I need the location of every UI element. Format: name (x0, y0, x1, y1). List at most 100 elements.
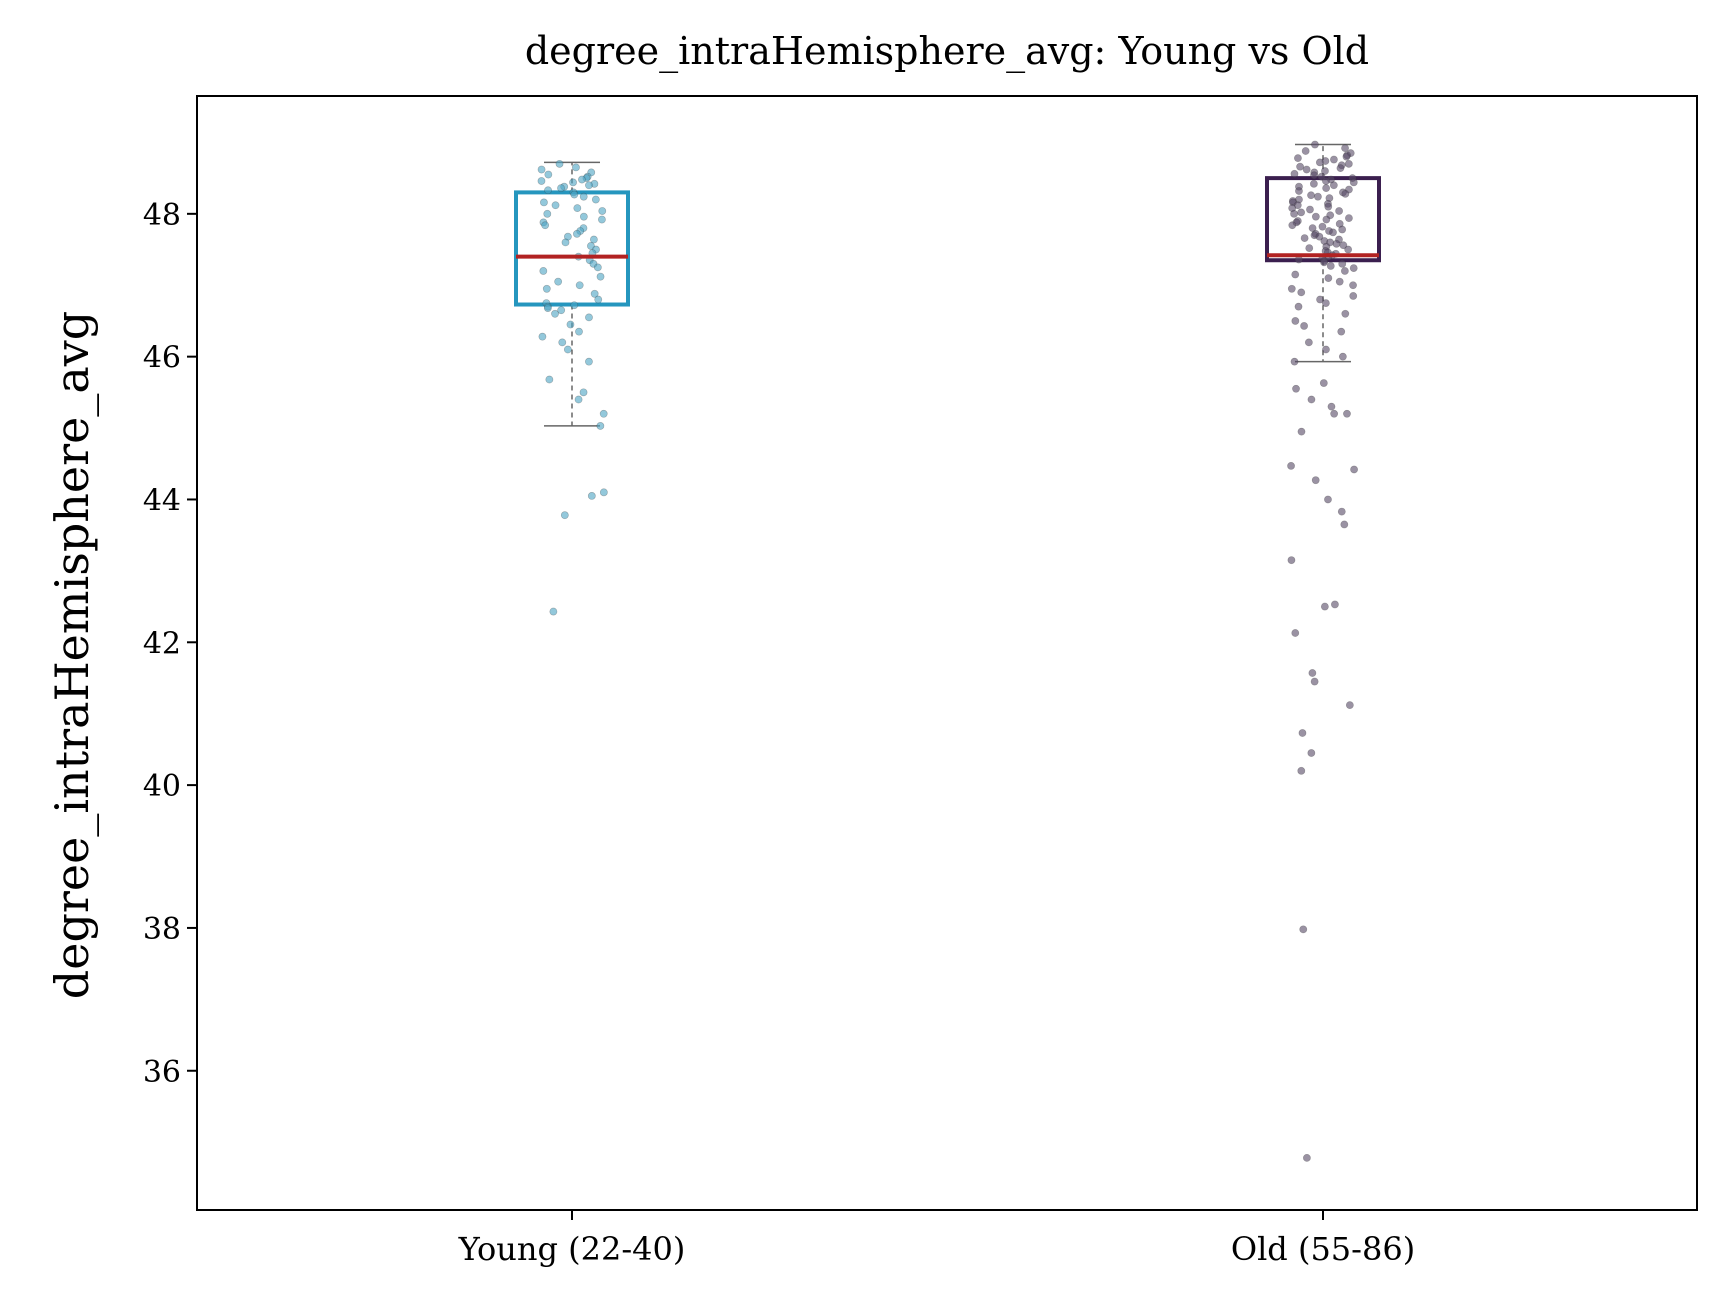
data-point (1327, 402, 1336, 411)
chart-title: degree_intraHemisphere_avg: Young vs Old (525, 29, 1369, 74)
data-point (1298, 729, 1307, 737)
data-point (541, 221, 550, 230)
data-point (549, 607, 558, 616)
plot-area (514, 140, 1381, 1162)
data-point (587, 491, 596, 500)
data-point (1291, 317, 1300, 325)
data-point (1297, 288, 1306, 297)
data-point (1294, 154, 1302, 163)
data-point (1288, 221, 1297, 230)
data-point (1331, 600, 1339, 609)
data-point (1345, 701, 1354, 710)
data-point (537, 165, 546, 174)
data-point (1307, 749, 1316, 757)
data-point (1307, 191, 1315, 200)
data-point (1287, 556, 1296, 565)
data-point (593, 263, 602, 272)
data-point (573, 229, 581, 238)
data-point (579, 388, 588, 397)
data-point (1300, 234, 1309, 243)
y-tick-label: 46 (143, 341, 181, 376)
y-tick-label: 44 (143, 483, 181, 518)
data-point (1330, 155, 1338, 164)
data-point (1322, 184, 1331, 193)
data-point (1319, 379, 1328, 387)
data-point (1344, 245, 1353, 254)
data-point (1291, 270, 1300, 279)
data-point (554, 277, 563, 286)
data-point (1350, 465, 1358, 474)
data-point (1338, 352, 1347, 361)
data-point (1341, 309, 1350, 318)
data-point (537, 177, 546, 185)
data-point (599, 409, 608, 418)
data-point (1332, 239, 1341, 248)
data-point (591, 195, 600, 204)
data-point (1340, 520, 1349, 529)
data-point (540, 198, 548, 207)
plot-frame (196, 95, 1698, 1211)
data-point (1308, 224, 1317, 233)
data-point (1340, 267, 1349, 275)
data-point (1322, 215, 1331, 224)
data-point (1315, 232, 1324, 241)
data-point (1297, 766, 1306, 775)
data-point (538, 332, 547, 341)
data-point (1304, 338, 1313, 347)
y-axis: 36 38 40 42 44 46 48 (143, 198, 197, 1090)
data-point (1290, 357, 1299, 366)
data-point (599, 488, 608, 497)
data-point (1337, 507, 1346, 516)
data-point (1310, 171, 1318, 180)
data-point (1335, 207, 1344, 215)
x-tick-label: Young (22-40) (458, 1230, 686, 1268)
data-point (570, 301, 579, 310)
data-point (1294, 302, 1303, 311)
data-point (1311, 212, 1320, 221)
data-point (1292, 384, 1300, 393)
data-point (1295, 187, 1303, 195)
data-point (1311, 140, 1319, 149)
data-point (1296, 162, 1304, 171)
data-point (1290, 209, 1298, 218)
data-point (566, 320, 575, 329)
data-point (1301, 147, 1310, 155)
data-point (569, 178, 577, 187)
data-point (1311, 476, 1320, 485)
data-point (1290, 169, 1299, 178)
data-point (1321, 299, 1330, 307)
data-point (561, 238, 570, 247)
y-tick-label: 42 (143, 626, 181, 661)
box-group (1265, 140, 1381, 1162)
data-point (585, 181, 593, 190)
data-point (596, 422, 605, 430)
data-point (573, 204, 582, 213)
data-point (1315, 158, 1324, 167)
y-tick-label: 40 (143, 769, 181, 804)
data-point (557, 184, 565, 193)
data-point (1341, 189, 1350, 198)
data-point (544, 186, 552, 195)
data-point (544, 170, 553, 179)
data-point (572, 163, 580, 172)
data-point (1318, 222, 1327, 231)
data-point (578, 175, 586, 184)
data-point (575, 281, 584, 290)
data-point (1338, 259, 1347, 268)
data-point (1324, 495, 1332, 504)
data-point (589, 235, 598, 244)
data-point (542, 284, 551, 293)
data-point (1299, 925, 1308, 934)
data-point (1339, 241, 1348, 250)
data-point (1316, 295, 1324, 304)
data-point (1324, 202, 1333, 211)
data-point (543, 209, 552, 218)
data-point (1291, 629, 1300, 637)
data-point (1330, 409, 1339, 418)
data-point (574, 395, 583, 404)
data-point (1302, 165, 1311, 174)
data-point (1337, 327, 1346, 336)
data-point (1322, 345, 1330, 354)
data-point (1320, 602, 1329, 611)
